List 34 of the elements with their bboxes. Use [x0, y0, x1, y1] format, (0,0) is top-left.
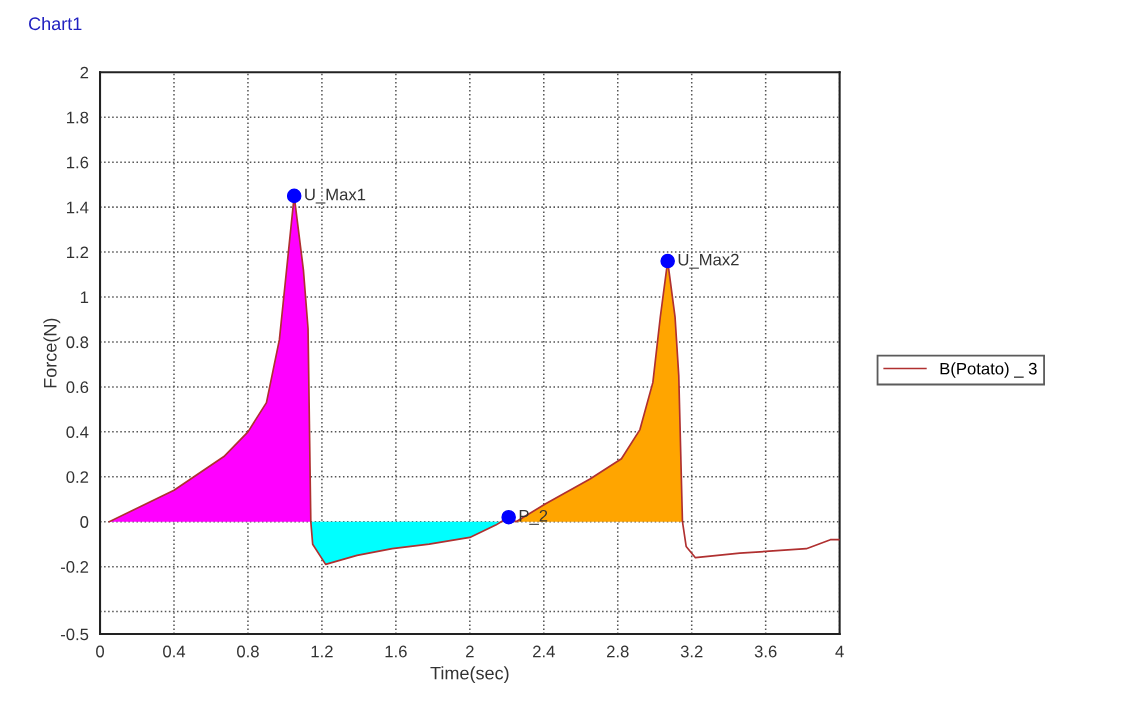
y-tick-label: 0 [80, 516, 89, 528]
point [286, 188, 302, 204]
y-tick-label: 0.4 [66, 426, 89, 439]
y-tick-label: 0.6 [66, 381, 89, 394]
annotation: U_Max1 [305, 188, 366, 204]
point [660, 253, 675, 269]
x-tick-label: 2.4 [533, 645, 555, 658]
x-tick-label: 4 [835, 645, 844, 658]
x-tick-label: 2.8 [607, 645, 629, 658]
y-tick-label: 1.2 [67, 246, 89, 259]
y-tick-label: 0.8 [66, 336, 89, 349]
y-axis-title: Force(N) [43, 318, 61, 388]
annotation: U_Max2 [678, 253, 739, 269]
chart-title: Chart1 [29, 16, 82, 31]
y-tick-label: -0.2 [60, 561, 89, 573]
x-tick-label: 3.6 [754, 645, 777, 658]
y-tick-label: 1.8 [67, 111, 89, 124]
point [501, 509, 516, 525]
annotation: P_2 [519, 509, 548, 525]
x-tick-label: 0.4 [163, 645, 186, 658]
y-tick-label: 0.2 [66, 471, 89, 483]
x-tick-label: 1.6 [385, 645, 407, 658]
y-tick-label: -0.5 [60, 628, 89, 641]
x-tick-label: 1.2 [311, 645, 333, 658]
y-tick-label: 1.6 [67, 156, 89, 169]
y-tick-label: 2 [80, 66, 89, 79]
legend-label: B(Potato) _ 3 [940, 362, 1037, 378]
x-tick-label: 3.2 [680, 645, 703, 658]
x-tick-label: 0.8 [237, 645, 259, 658]
x-tick-label: 2 [466, 645, 474, 658]
y-tick-label: 1.4 [67, 201, 89, 214]
y-tick-label: 1 [80, 291, 89, 304]
x-axis-title: Time(sec) [430, 666, 509, 684]
x-tick-label: 0 [96, 645, 105, 658]
